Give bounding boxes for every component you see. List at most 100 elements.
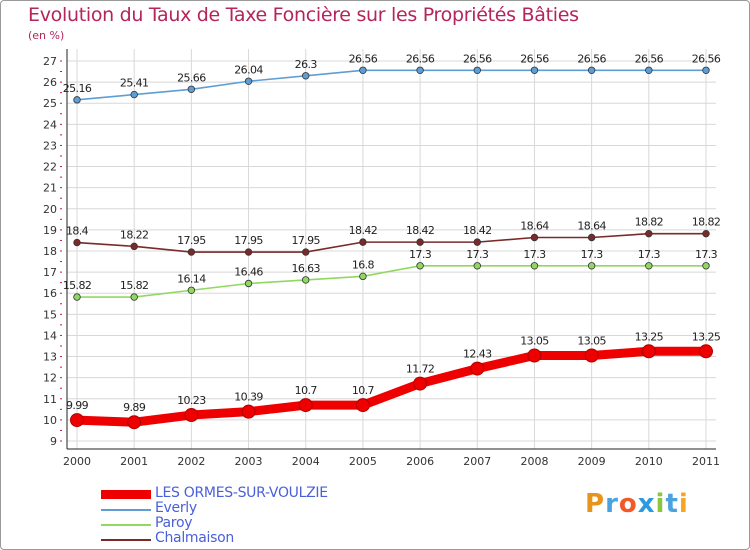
series-line-chalmaison [76,232,707,253]
data-label: 15.82 [63,279,92,292]
data-label: 17.3 [523,248,546,261]
chart-title: Evolution du Taux de Taxe Foncière sur l… [28,4,579,26]
data-label: 26.3 [295,58,318,71]
data-label: 25.66 [177,71,206,84]
legend-swatch [101,509,151,511]
data-point [359,66,367,74]
data-point [184,408,199,423]
data-label: 10.23 [177,394,206,407]
y-tick-label: 11 [43,393,57,406]
data-label: 18.82 [692,216,721,229]
x-tick-label: 2004 [292,455,320,468]
y-tick-label: 9 [50,435,57,448]
data-label: 26.04 [234,63,263,76]
y-tick-label: 23 [43,139,57,152]
data-point [187,85,196,93]
legend-label: Paroy [155,515,193,531]
data-point [702,66,710,74]
y-tick-label: 16 [43,287,57,300]
x-tick-label: 2009 [578,455,606,468]
logo-letter: t [665,489,679,519]
legend-item: Paroy [101,515,401,531]
y-tick-label: 26 [43,76,57,89]
data-label: 16.46 [234,266,263,279]
data-point [473,238,481,246]
data-label: 18.64 [577,219,606,232]
data-label: 12.43 [463,348,492,361]
data-point [73,238,81,247]
data-point [73,293,81,301]
data-point [187,248,196,256]
series-line-paroy [76,264,707,298]
y-tick-label: 19 [43,224,57,237]
data-label: 15.82 [120,279,149,292]
data-point [587,233,596,242]
data-label: 13.05 [520,335,549,348]
logo-letter: i [655,489,666,519]
data-label: 18.4 [66,225,89,238]
data-label: 26.56 [406,52,435,65]
y-tick-label: 25 [43,97,57,110]
data-point [527,348,542,363]
data-point [244,279,253,288]
data-point [416,66,424,74]
data-point [302,276,310,284]
data-label: 16.14 [177,272,206,285]
data-label: 26.56 [692,52,721,65]
logo-letter: i [678,489,689,519]
data-point [416,238,424,246]
y-tick-label: 24 [43,118,57,131]
data-point [530,262,539,270]
data-label: 26.56 [463,52,492,65]
data-point [416,262,424,270]
data-point [302,72,310,80]
data-label: 17.3 [581,248,604,261]
y-tick-label: 13 [43,351,57,364]
data-point [584,348,599,363]
data-point [187,286,196,294]
data-point [130,242,138,251]
data-label: 17.95 [291,234,320,247]
data-point [130,293,138,301]
data-label: 11.72 [406,363,435,376]
logo-letter: r [605,489,619,519]
data-point [699,344,713,359]
y-tick-label: 20 [43,203,57,216]
data-label: 16.63 [291,262,320,275]
data-point [473,262,481,270]
logo-letter: o [618,489,638,519]
x-tick-label: 2011 [692,455,720,468]
data-label: 17.3 [409,248,432,261]
y-tick-label: 14 [43,329,57,342]
unit-label: (en %) [28,29,65,42]
data-point [241,404,256,419]
data-point [359,272,367,281]
data-label: 10.7 [295,384,318,397]
legend-label: Chalmaison [155,530,234,546]
data-point [645,229,653,238]
legend-label: Everly [155,500,197,516]
data-point [587,66,596,74]
legend-item: Chalmaison [101,530,401,546]
legend-label: LES ORMES-SUR-VOULZIE [155,485,328,501]
x-tick-label: 2010 [635,455,663,468]
data-point [130,90,138,99]
data-point [355,398,370,413]
x-tick-label: 2001 [120,455,148,468]
data-label: 17.3 [638,248,661,261]
data-label: 13.25 [692,330,721,343]
data-label: 18.42 [463,224,492,237]
legend-item: Everly [101,500,401,516]
legend-swatch [101,490,151,499]
data-label: 17.3 [466,248,489,261]
y-tick-label: 21 [43,182,57,195]
data-label: 17.95 [177,234,206,247]
x-tick-label: 2007 [463,455,491,468]
data-point [702,262,710,270]
data-point [702,229,710,238]
proxiti-logo: Proxiti [585,489,689,519]
x-tick-label: 2003 [235,455,263,468]
data-label: 17.3 [695,248,718,261]
legend-swatch [101,524,151,526]
